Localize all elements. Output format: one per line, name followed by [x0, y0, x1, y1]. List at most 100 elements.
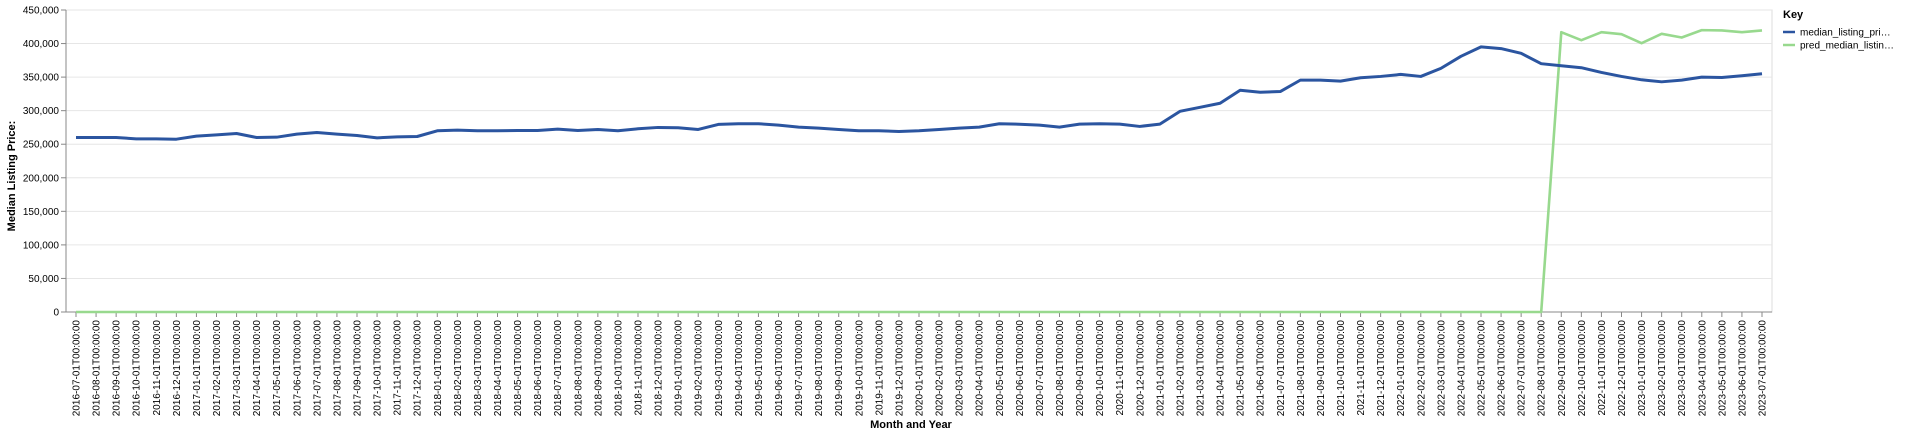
series-line-pred-median-listing-price: [76, 28, 1763, 314]
x-tick-label: 2021-03-01T00:00:00: [1196, 320, 1207, 417]
x-tick-label: 2018-12-01T00:00:00: [654, 320, 665, 417]
x-tick-label: 2021-06-01T00:00:00: [1256, 320, 1267, 417]
y-tick-label: 0: [53, 308, 59, 319]
x-tick-label: 2023-03-01T00:00:00: [1677, 320, 1688, 417]
x-tick-label: 2022-05-01T00:00:00: [1477, 320, 1488, 417]
x-tick-label: 2019-01-01T00:00:00: [674, 320, 685, 417]
x-tick-label: 2023-06-01T00:00:00: [1737, 320, 1748, 417]
x-tick-label: 2017-04-01T00:00:00: [252, 320, 263, 417]
x-tick-label: 2019-09-01T00:00:00: [834, 320, 845, 417]
gridlines: [66, 9, 1772, 313]
x-tick-label: 2016-10-01T00:00:00: [132, 320, 143, 417]
x-tick-label: 2020-04-01T00:00:00: [975, 320, 986, 417]
x-tick-label: 2022-10-01T00:00:00: [1577, 320, 1588, 417]
x-tick-label: 2016-07-01T00:00:00: [72, 320, 83, 417]
x-axis-title: Month and Year: [870, 419, 952, 431]
x-tick-label: 2017-03-01T00:00:00: [232, 320, 243, 417]
x-tick-label: 2016-09-01T00:00:00: [112, 320, 123, 417]
x-tick-label: 2021-09-01T00:00:00: [1316, 320, 1327, 417]
x-tick-label: 2019-08-01T00:00:00: [814, 320, 825, 417]
x-tick-label: 2022-07-01T00:00:00: [1517, 320, 1528, 417]
x-tick-label: 2016-11-01T00:00:00: [152, 320, 163, 416]
x-tick-label: 2018-02-01T00:00:00: [453, 320, 464, 417]
x-tick-label: 2022-06-01T00:00:00: [1497, 320, 1508, 417]
y-tick-label: 200,000: [23, 173, 60, 184]
x-tick-label: 2017-12-01T00:00:00: [413, 320, 424, 417]
x-tick-label: 2020-11-01T00:00:00: [1115, 320, 1126, 416]
x-tick-label: 2022-08-01T00:00:00: [1537, 320, 1548, 417]
x-tick-label: 2019-06-01T00:00:00: [774, 320, 785, 417]
y-axis-title: Median Listing Price:: [6, 121, 18, 232]
legend-label: median_listing_pri…: [1800, 28, 1891, 39]
x-tick-label: 2023-01-01T00:00:00: [1637, 320, 1648, 417]
legend-label: pred_median_listin…: [1800, 41, 1894, 52]
y-tick-label: 350,000: [23, 73, 60, 84]
legend-title: Key: [1783, 9, 1804, 21]
x-tick-label: 2022-01-01T00:00:00: [1396, 320, 1407, 417]
x-tick-label: 2021-10-01T00:00:00: [1336, 320, 1347, 417]
x-tick-label: 2018-08-01T00:00:00: [573, 320, 584, 417]
x-tick-label: 2016-08-01T00:00:00: [92, 320, 103, 417]
x-tick-label: 2018-10-01T00:00:00: [613, 320, 624, 417]
y-axis: 0 50,000 100,000 150,000 200,000 250,000 300,0…: [23, 6, 67, 319]
x-tick-label: 2018-04-01T00:00:00: [493, 320, 504, 417]
x-tick-label: 2017-08-01T00:00:00: [332, 320, 343, 417]
y-tick-label: 400,000: [23, 39, 60, 50]
x-tick-label: 2021-04-01T00:00:00: [1216, 320, 1227, 417]
x-tick-label: 2017-07-01T00:00:00: [312, 320, 323, 417]
y-tick-label: 450,000: [23, 6, 60, 17]
x-tick-label: 2021-08-01T00:00:00: [1296, 320, 1307, 417]
x-tick-label: 2022-02-01T00:00:00: [1416, 320, 1427, 417]
series-lines: [76, 28, 1763, 314]
x-tick-label: 2022-12-01T00:00:00: [1617, 320, 1628, 417]
x-tick-label: 2016-12-01T00:00:00: [172, 320, 183, 417]
series-line-median-listing-price: [76, 45, 1763, 141]
x-tick-label: 2019-12-01T00:00:00: [894, 320, 905, 417]
x-tick-label: 2017-11-01T00:00:00: [393, 320, 404, 416]
x-tick-label: 2019-05-01T00:00:00: [754, 320, 765, 417]
x-tick-label: 2018-07-01T00:00:00: [553, 320, 564, 417]
x-tick-label: 2022-11-01T00:00:00: [1597, 320, 1608, 416]
x-tick-label: 2020-03-01T00:00:00: [955, 320, 966, 417]
x-tick-label: 2020-10-01T00:00:00: [1095, 320, 1106, 417]
x-tick-label: 2017-09-01T00:00:00: [353, 320, 364, 417]
x-tick-label: 2018-06-01T00:00:00: [533, 320, 544, 417]
x-tick-label: 2021-01-01T00:00:00: [1155, 320, 1166, 417]
plot-area: [65, 9, 1773, 313]
x-tick-label: 2023-02-01T00:00:00: [1657, 320, 1668, 417]
x-tick-label: 2021-05-01T00:00:00: [1236, 320, 1247, 417]
x-tick-label: 2020-07-01T00:00:00: [1035, 320, 1046, 417]
x-tick-label: 2020-12-01T00:00:00: [1135, 320, 1146, 417]
x-tick-label: 2021-07-01T00:00:00: [1276, 320, 1287, 417]
x-axis: 2016-07-01T00:00:00 2016-08-01T00:00:00 20…: [66, 311, 1772, 417]
x-tick-label: 2017-06-01T00:00:00: [292, 320, 303, 417]
x-tick-label: 2023-05-01T00:00:00: [1717, 320, 1728, 417]
x-tick-label: 2017-01-01T00:00:00: [192, 320, 203, 417]
x-tick-label: 2022-03-01T00:00:00: [1436, 320, 1447, 417]
x-tick-label: 2020-08-01T00:00:00: [1055, 320, 1066, 417]
x-tick-label: 2018-01-01T00:00:00: [433, 320, 444, 417]
y-tick-label: 300,000: [23, 106, 60, 117]
x-tick-label: 2020-01-01T00:00:00: [915, 320, 926, 417]
x-tick-label: 2022-09-01T00:00:00: [1557, 320, 1568, 417]
x-tick-label: 2018-11-01T00:00:00: [634, 320, 645, 416]
x-tick-label: 2023-04-01T00:00:00: [1697, 320, 1708, 417]
x-tick-label: 2019-04-01T00:00:00: [734, 320, 745, 417]
y-tick-label: 100,000: [23, 240, 60, 251]
x-tick-label: 2018-09-01T00:00:00: [593, 320, 604, 417]
y-tick-label: 150,000: [23, 207, 60, 218]
plot-background: [65, 9, 1773, 313]
x-tick-label: 2019-02-01T00:00:00: [694, 320, 705, 417]
x-tick-label: 2021-11-01T00:00:00: [1356, 320, 1367, 416]
x-tick-label: 2017-02-01T00:00:00: [212, 320, 223, 417]
y-tick-label: 50,000: [28, 274, 59, 285]
x-tick-label: 2019-10-01T00:00:00: [854, 320, 865, 417]
x-tick-label: 2020-09-01T00:00:00: [1075, 320, 1086, 417]
x-tick-label: 2020-02-01T00:00:00: [935, 320, 946, 417]
x-tick-label: 2020-05-01T00:00:00: [995, 320, 1006, 417]
x-tick-label: 2018-05-01T00:00:00: [513, 320, 524, 417]
x-tick-label: 2021-12-01T00:00:00: [1376, 320, 1387, 417]
x-tick-label: 2019-11-01T00:00:00: [874, 320, 885, 416]
x-tick-label: 2018-03-01T00:00:00: [473, 320, 484, 417]
